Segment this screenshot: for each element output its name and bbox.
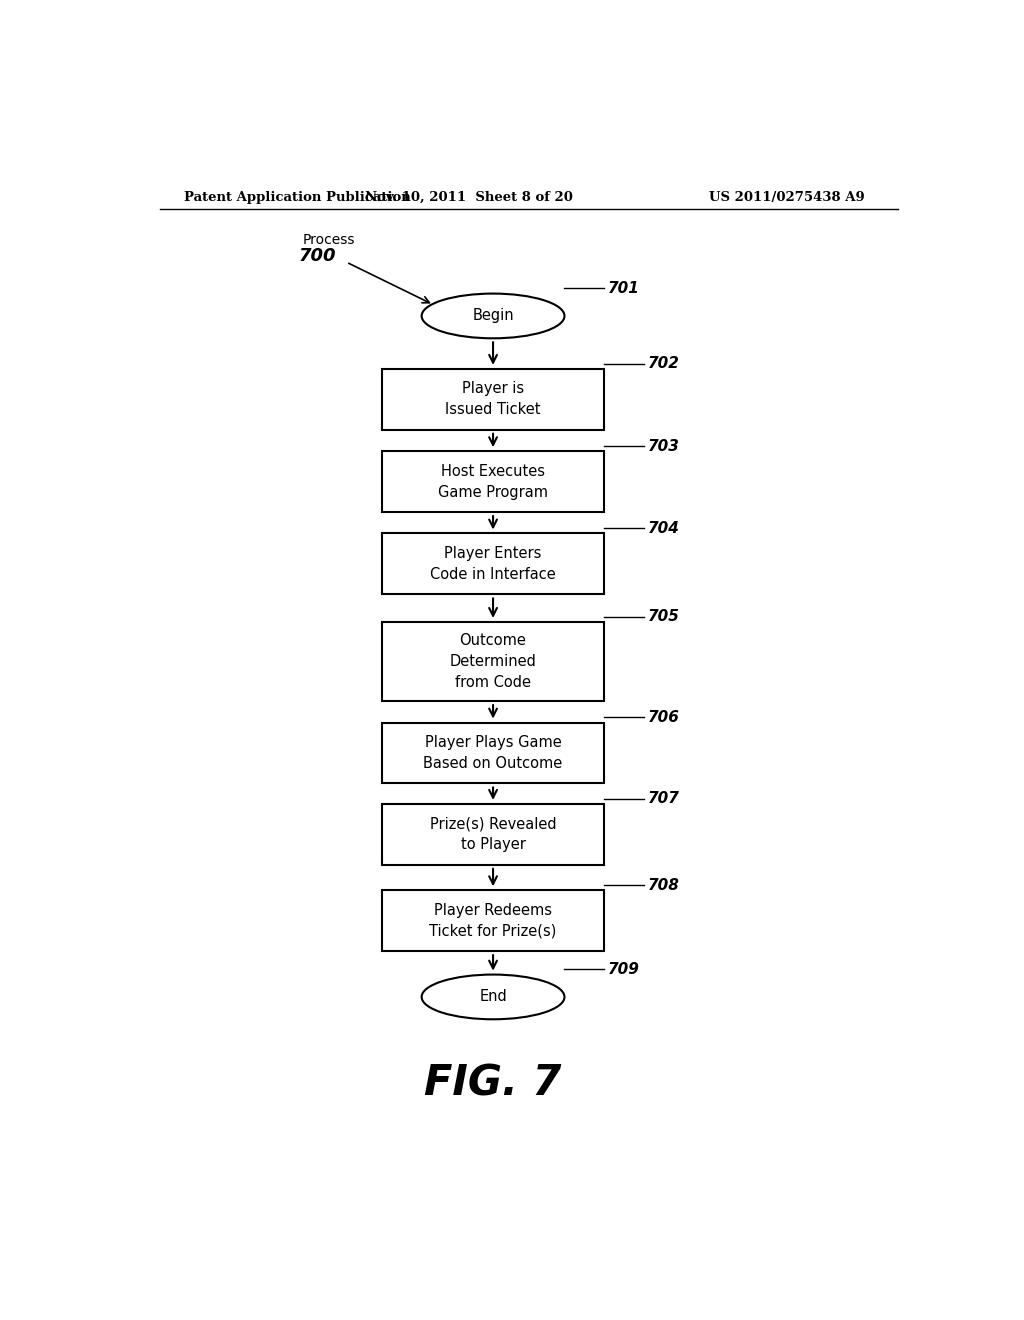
Text: 705: 705 (648, 610, 680, 624)
Text: 708: 708 (648, 878, 680, 892)
FancyBboxPatch shape (382, 451, 604, 512)
Text: 703: 703 (648, 438, 680, 454)
FancyBboxPatch shape (382, 804, 604, 865)
FancyBboxPatch shape (382, 622, 604, 701)
Text: Player is
Issued Ticket: Player is Issued Ticket (445, 381, 541, 417)
Text: 704: 704 (648, 521, 680, 536)
Text: Begin: Begin (472, 309, 514, 323)
Ellipse shape (422, 974, 564, 1019)
Text: 706: 706 (648, 710, 680, 725)
Text: Outcome
Determined
from Code: Outcome Determined from Code (450, 634, 537, 690)
Text: Nov. 10, 2011  Sheet 8 of 20: Nov. 10, 2011 Sheet 8 of 20 (366, 190, 573, 203)
Text: Player Redeems
Ticket for Prize(s): Player Redeems Ticket for Prize(s) (429, 903, 557, 939)
Text: 701: 701 (608, 281, 640, 296)
Text: Player Enters
Code in Interface: Player Enters Code in Interface (430, 546, 556, 582)
Text: US 2011/0275438 A9: US 2011/0275438 A9 (709, 190, 864, 203)
FancyBboxPatch shape (382, 533, 604, 594)
Text: Prize(s) Revealed
to Player: Prize(s) Revealed to Player (430, 816, 556, 853)
Text: Host Executes
Game Program: Host Executes Game Program (438, 463, 548, 499)
Text: FIG. 7: FIG. 7 (424, 1063, 562, 1105)
Text: Player Plays Game
Based on Outcome: Player Plays Game Based on Outcome (424, 735, 562, 771)
Text: 702: 702 (648, 356, 680, 371)
Text: Patent Application Publication: Patent Application Publication (183, 190, 411, 203)
Text: Process: Process (303, 232, 355, 247)
Text: 700: 700 (299, 247, 336, 265)
Ellipse shape (422, 293, 564, 338)
Text: 707: 707 (648, 791, 680, 807)
Text: 709: 709 (608, 962, 640, 977)
FancyBboxPatch shape (382, 722, 604, 784)
FancyBboxPatch shape (382, 890, 604, 952)
Text: End: End (479, 990, 507, 1005)
FancyBboxPatch shape (382, 368, 604, 430)
